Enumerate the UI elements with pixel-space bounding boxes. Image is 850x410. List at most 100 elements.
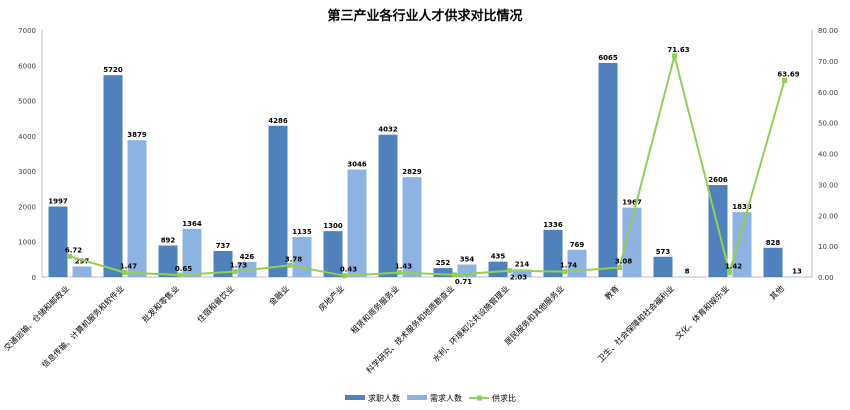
ratio-point xyxy=(67,253,72,259)
left-tick-label: 7000 xyxy=(18,27,36,35)
bar-data-label: 2606 xyxy=(708,176,728,184)
bar-data-label: 1364 xyxy=(182,220,202,228)
ratio-data-label: 1.43 xyxy=(395,263,412,271)
ratio-point xyxy=(507,268,512,274)
ratio-point xyxy=(782,77,787,83)
bar-job-seekers xyxy=(653,256,673,277)
right-tick-label: 40.00 xyxy=(818,151,838,159)
bar-job-seekers xyxy=(213,250,233,277)
right-tick-label: 80.00 xyxy=(818,27,838,35)
ratio-point xyxy=(397,270,402,276)
bar-data-label: 252 xyxy=(436,259,451,267)
bar-data-label: 214 xyxy=(515,260,530,268)
category-label: 住宿和餐饮业 xyxy=(195,283,236,324)
legend-marker xyxy=(477,395,482,401)
bar-data-label: 769 xyxy=(570,241,585,249)
category-label: 金融业 xyxy=(267,283,291,307)
bar-data-label: 4286 xyxy=(268,117,288,125)
right-tick-label: 10.00 xyxy=(818,243,838,251)
bar-job-seekers xyxy=(433,268,453,277)
ratio-point xyxy=(287,262,292,268)
bar-data-label: 3046 xyxy=(347,161,367,169)
legend-label: 供求比 xyxy=(492,393,516,403)
ratio-data-label: 0.43 xyxy=(340,266,357,274)
ratio-point xyxy=(672,53,677,59)
ratio-line xyxy=(69,55,786,277)
legend-label: 需求人数 xyxy=(430,393,462,403)
bar-job-seekers xyxy=(323,231,343,277)
bar-data-label: 828 xyxy=(766,239,781,247)
category-label: 居民服务和其他服务业 xyxy=(502,283,566,347)
bar-demand xyxy=(402,177,422,277)
bar-data-label: 354 xyxy=(460,256,475,264)
ratio-data-label: 71.63 xyxy=(667,46,689,54)
bar-job-seekers xyxy=(268,125,288,277)
bar-job-seekers xyxy=(543,229,563,277)
bar-data-label: 13 xyxy=(792,268,802,276)
ratio-data-label: 3.08 xyxy=(615,257,632,265)
right-tick-label: 50.00 xyxy=(818,120,838,128)
bar-job-seekers xyxy=(598,62,618,277)
ratio-data-label: 2.03 xyxy=(510,274,527,282)
bar-data-label: 435 xyxy=(491,253,506,261)
bar-job-seekers xyxy=(763,247,783,277)
right-tick-label: 20.00 xyxy=(818,212,838,220)
ratio-data-label: 1.73 xyxy=(230,262,247,270)
bar-data-label: 1997 xyxy=(48,198,68,206)
ratio-data-label: 0.65 xyxy=(175,265,192,273)
left-tick-label: 6000 xyxy=(18,62,36,70)
category-label: 租赁和商务服务业 xyxy=(349,283,401,335)
category-label: 房地产业 xyxy=(316,283,346,313)
legend-swatch xyxy=(407,395,427,400)
ratio-data-label: 3.78 xyxy=(285,255,302,263)
bar-data-label: 297 xyxy=(75,258,90,266)
bar-data-label: 1300 xyxy=(323,222,343,230)
left-tick-label: 3000 xyxy=(18,168,36,176)
ratio-data-label: 0.71 xyxy=(455,278,472,286)
legend-label: 求职人数 xyxy=(368,393,400,403)
bar-demand xyxy=(512,269,532,277)
ratio-data-label: 1.47 xyxy=(120,262,137,270)
bar-data-label: 573 xyxy=(656,248,671,256)
legend-swatch xyxy=(345,395,365,400)
category-label: 科学研究、技术服务和地质勘查业 xyxy=(364,283,456,375)
bar-demand xyxy=(127,140,147,277)
bar-data-label: 5720 xyxy=(103,66,123,74)
category-label: 批发和零售业 xyxy=(140,283,181,324)
ratio-data-label: 1.42 xyxy=(725,263,742,271)
ratio-point xyxy=(177,272,182,278)
bar-data-label: 1336 xyxy=(543,221,563,229)
ratio-data-label: 6.72 xyxy=(65,246,82,254)
bar-job-seekers xyxy=(48,206,68,277)
ratio-point xyxy=(452,272,457,278)
bar-demand xyxy=(622,207,642,277)
bar-data-label: 737 xyxy=(216,242,231,250)
left-tick-label: 5000 xyxy=(18,98,36,106)
bar-demand xyxy=(72,266,92,277)
right-tick-label: 60.00 xyxy=(818,89,838,97)
bar-demand xyxy=(347,169,367,277)
right-tick-label: 70.00 xyxy=(818,58,838,66)
bar-data-label: 426 xyxy=(240,253,255,261)
bar-demand xyxy=(182,228,202,277)
ratio-point xyxy=(232,269,237,275)
ratio-point xyxy=(727,270,732,276)
left-tick-label: 2000 xyxy=(18,203,36,211)
bar-data-label: 6065 xyxy=(598,54,618,62)
bar-job-seekers xyxy=(158,245,178,277)
right-tick-label: 30.00 xyxy=(818,181,838,189)
bar-job-seekers xyxy=(103,75,123,277)
bar-data-label: 8 xyxy=(685,268,690,276)
bar-data-label: 2829 xyxy=(402,168,422,176)
category-label: 其他 xyxy=(768,283,786,301)
chart-title: 第三产业各行业人才供求对比情况 xyxy=(327,8,522,24)
left-tick-label: 4000 xyxy=(18,133,36,141)
category-label: 文化、体育和娱乐业 xyxy=(673,283,731,341)
bar-data-label: 1135 xyxy=(292,228,312,236)
right-tick-label: 0.00 xyxy=(818,274,834,282)
ratio-point xyxy=(617,264,622,270)
left-tick-label: 1000 xyxy=(18,239,36,247)
category-label: 教育 xyxy=(603,283,621,301)
bar-data-label: 4032 xyxy=(378,126,398,134)
